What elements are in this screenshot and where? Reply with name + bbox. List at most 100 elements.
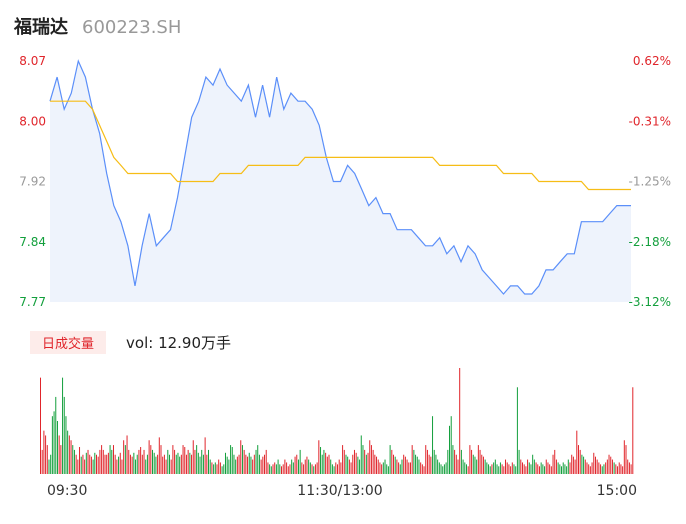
volume-bar [516,387,518,474]
pct-axis-right: 0.62% -0.31% -1.25% -2.18% -3.12% [629,54,671,309]
volume-bar [564,464,566,474]
volume-bar [240,440,242,474]
price-tick-label: 7.84 [19,235,46,249]
volume-bar [236,456,238,474]
volume-bar [579,449,581,474]
volume-bar [374,454,376,474]
volume-bar [499,462,501,474]
volume-bar [571,454,573,474]
volume-bar [525,466,527,474]
volume-bar [600,464,602,474]
volume-bar [243,449,245,474]
volume-bar [247,456,249,474]
volume-bar [488,464,490,474]
volume-bar [471,449,473,474]
volume-bar [128,449,130,474]
volume-bar [333,466,335,474]
volume-bar [601,466,603,474]
volume-bar [138,449,140,474]
volume-bar [567,459,569,474]
volume-bar [438,462,440,474]
volume-bar [41,449,43,474]
volume-bar [362,445,364,474]
volume-bar [418,459,420,474]
volume-bar [75,454,77,474]
volume-bar [348,459,350,474]
volume-bar [491,464,493,474]
volume-bar [603,464,605,474]
volume-bar [133,452,135,474]
volume-bar [141,454,143,474]
volume-tab[interactable]: 日成交量 [30,330,107,354]
volume-bar [452,445,454,474]
volume-bar [223,464,225,474]
volume-bar [264,454,266,474]
volume-bar [594,456,596,474]
volume-bar [109,445,111,474]
volume-bar [367,452,369,474]
volume-bar [292,462,294,474]
volume-bar [194,449,196,474]
volume-bar [221,466,223,474]
volume-bar [584,459,586,474]
volume-bar [377,459,379,474]
volume-bar [99,449,101,474]
volume-bar [73,449,75,474]
volume-bar [294,456,296,474]
volume-bar [299,449,301,474]
volume-bar [474,456,476,474]
volume-bar [535,462,537,474]
volume-bar [435,454,437,474]
volume-bar [262,456,264,474]
volume-bar [489,466,491,474]
price-tick-label: 7.92 [19,175,46,189]
volume-bar [277,459,279,474]
volume-bar [85,452,87,474]
volume-bar [267,462,269,474]
price-tick-label: 8.07 [19,54,46,68]
volume-bar [280,466,282,474]
volume-bar [467,466,469,474]
volume-bar [175,454,177,474]
volume-bar [462,459,464,474]
avg-price-line [50,100,631,191]
volume-bar [79,447,81,474]
volume-bar [150,445,152,474]
volume-bar [359,459,361,474]
volume-bar [123,440,125,474]
volume-bar [421,464,423,474]
volume-bar [622,466,624,474]
volume-bar [557,462,559,474]
volume-bar [153,452,155,474]
volume-bar [152,449,154,474]
volume-bar [403,454,405,474]
volume-bar [586,462,588,474]
time-tick-label: 09:30 [47,483,87,499]
volume-bar [136,454,138,474]
volume-bar [537,464,539,474]
volume-bar [528,462,530,474]
volume-bar [338,459,340,474]
volume-bar [89,454,91,474]
volume-bar [87,449,89,474]
volume-bar [92,459,94,474]
volume-bar [494,459,496,474]
volume-bar [216,464,218,474]
volume-bar [566,466,568,474]
volume-bar [544,466,546,474]
pct-tick-label: -0.31% [629,114,671,128]
volume-bar [192,440,194,474]
volume-bar [613,462,615,474]
volume-bar [143,449,145,474]
volume-bar [530,464,532,474]
volume-bar [479,449,481,474]
volume-bar [401,459,403,474]
volume-bar [204,437,206,474]
volume-bar [53,411,55,474]
volume-bar [455,454,457,474]
volume-bar [250,456,252,474]
volume-bar [384,459,386,474]
volume-bar [68,435,70,474]
stock-code: 600223.SH [82,17,182,38]
volume-bar [284,459,286,474]
